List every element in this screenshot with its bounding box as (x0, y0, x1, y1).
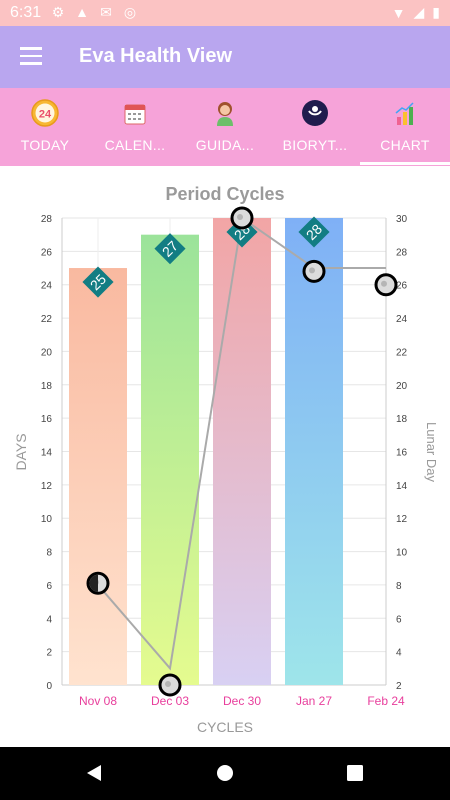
moon-phase-icon (230, 206, 254, 230)
y2-tick-label: 10 (396, 548, 408, 559)
bar-chart-icon (395, 102, 414, 125)
y-tick-label: 24 (41, 281, 53, 292)
moon-phase-icon (302, 259, 326, 283)
y-tick-label: 12 (41, 481, 53, 492)
bar[interactable] (213, 218, 271, 685)
moon-phase-icon (86, 571, 110, 595)
y-tick-label: 22 (41, 314, 53, 325)
y2-tick-label: 24 (396, 314, 408, 325)
x-tick-label: Feb 24 (367, 694, 405, 708)
tab-biorhythm[interactable]: BIORYT... (270, 88, 360, 166)
x-tick-label: Dec 30 (223, 694, 261, 708)
bar-value-label: 28 (298, 216, 330, 248)
chart-title: Period Cycles (165, 184, 284, 204)
calendar-icon (124, 104, 146, 125)
warning-icon: ▲ (75, 4, 89, 20)
y-tick-label: 6 (46, 581, 52, 592)
tab-label: CALEN... (104, 137, 166, 153)
system-nav-bar (0, 747, 450, 800)
tab-label: BIORYT... (282, 137, 348, 153)
settings-icon: ⚙ (51, 4, 65, 20)
bar[interactable] (285, 218, 343, 685)
period-cycles-chart: Period Cycles024681012141618202224262824… (13, 184, 439, 735)
tab-today[interactable]: 24 TODAY (0, 88, 90, 166)
tab-calendar[interactable]: CALEN... (90, 88, 180, 166)
y2-tick-label: 26 (396, 281, 408, 292)
gmail-icon: ✉ (100, 4, 112, 20)
bar[interactable] (69, 268, 127, 685)
status-left-icons: ⚙ ▲ ✉ ◎ (50, 4, 138, 20)
calendar-24-icon: 24 (31, 99, 59, 127)
y-tick-label: 16 (41, 414, 53, 425)
y2-tick-label: 14 (396, 481, 408, 492)
y2-tick-label: 8 (396, 581, 402, 592)
tab-guidance[interactable]: GUIDA... (180, 88, 270, 166)
battery-icon: ▮ (432, 4, 440, 20)
y2-tick-label: 18 (396, 414, 408, 425)
tab-bar: 24 TODAY CALEN... GUIDA... BIORYT... (0, 88, 450, 166)
y-tick-label: 2 (46, 648, 52, 659)
tab-label: GUIDA... (195, 137, 255, 153)
y2-tick-label: 22 (396, 347, 408, 358)
moon-phase-icon (374, 273, 398, 297)
status-time: 6:31 (10, 4, 42, 21)
back-icon[interactable] (84, 763, 104, 783)
sync-icon: ◎ (123, 4, 137, 20)
y2-tick-label: 20 (396, 381, 408, 392)
y-tick-label: 18 (41, 381, 53, 392)
y2-tick-label: 28 (396, 247, 408, 258)
chart-panel: Period Cycles 0 2 4 6 8 10 12 14 16 18 20 22 24 26 28 2 4… (0, 166, 450, 747)
x-axis-title: CYCLES (197, 719, 253, 735)
bar[interactable] (141, 234, 199, 685)
menu-icon[interactable] (20, 47, 42, 65)
y2-tick-label: 30 (396, 214, 408, 225)
y2-tick-label: 12 (396, 514, 408, 525)
woman-icon (217, 102, 233, 126)
y2-tick-label: 6 (396, 614, 402, 625)
moon-icon (302, 100, 328, 126)
y-tick-label: 0 (46, 681, 52, 692)
wifi-icon: ▼ (391, 4, 406, 21)
y-tick-label: 20 (41, 347, 53, 358)
svg-text:24: 24 (39, 109, 52, 121)
y-tick-label: 14 (41, 448, 53, 459)
status-bar: 6:31 ⚙ ▲ ✉ ◎ ▼ ◢ ▮ (0, 0, 450, 26)
y2-tick-label: 4 (396, 648, 402, 659)
y-axis-title: DAYS (13, 433, 29, 470)
y-tick-label: 4 (46, 614, 52, 625)
tab-label: CHART (380, 137, 430, 153)
moon-phase-icon (158, 673, 182, 697)
app-bar: Eva Health View (0, 26, 450, 88)
y2-axis-title: Lunar Day (424, 422, 439, 482)
app-title: Eva Health View (79, 45, 233, 67)
tab-chart[interactable]: CHART (360, 88, 450, 166)
x-tick-label: Nov 08 (79, 694, 117, 708)
x-tick-label: Jan 27 (296, 694, 332, 708)
tab-indicator (360, 162, 450, 165)
y2-tick-label: 16 (396, 448, 408, 459)
recents-icon[interactable] (345, 763, 365, 783)
y-tick-label: 28 (41, 214, 53, 225)
y-tick-label: 10 (41, 514, 53, 525)
status-right-icons: ▼ ◢ ▮ (392, 4, 440, 21)
tab-label: TODAY (20, 137, 70, 153)
signal-icon: ◢ (413, 4, 425, 20)
home-icon[interactable] (215, 763, 235, 783)
y2-tick-label: 2 (396, 681, 402, 692)
y-tick-label: 8 (46, 548, 52, 559)
x-tick-label: Dec 03 (151, 694, 189, 708)
y-tick-label: 26 (41, 247, 53, 258)
